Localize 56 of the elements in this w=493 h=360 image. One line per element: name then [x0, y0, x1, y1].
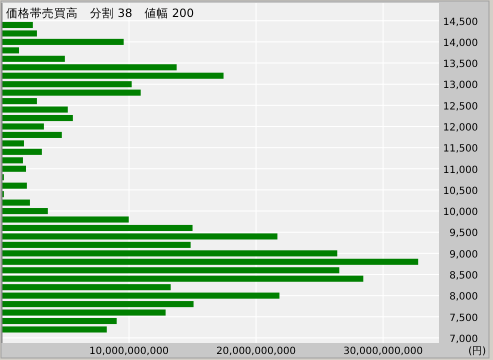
- bar: [2, 208, 48, 214]
- bar: [2, 123, 44, 130]
- bar: [2, 182, 27, 189]
- bar: [2, 200, 30, 206]
- y-tick-label: 12,000: [443, 122, 478, 134]
- bar: [2, 132, 62, 138]
- bar: [2, 242, 191, 248]
- bar: [2, 258, 418, 265]
- bar: [2, 276, 364, 282]
- bar: [2, 81, 132, 88]
- y-tick-label: 11,000: [443, 164, 478, 176]
- bar: [2, 310, 166, 316]
- bar: [2, 30, 37, 36]
- bar: [2, 233, 278, 240]
- bar: [2, 284, 171, 290]
- bar: [2, 47, 20, 54]
- bar: [2, 140, 24, 146]
- bar: [2, 64, 177, 70]
- bar: [2, 250, 338, 256]
- x-tick-label: 10,000,000,000: [89, 346, 169, 357]
- y-tick-label: 7,500: [449, 312, 478, 324]
- x-tick-label: 20,000,000,000: [216, 346, 296, 357]
- y-tick-label: 9,500: [449, 228, 478, 240]
- y-tick-label: 12,500: [443, 101, 478, 112]
- x-tick-label: 30,000,000,000: [343, 346, 423, 357]
- bar: [2, 166, 26, 172]
- y-tick-label: 10,500: [443, 186, 478, 197]
- y-tick-label: 8,500: [449, 270, 478, 282]
- bar: [2, 106, 68, 113]
- y-tick-label: 9,000: [449, 249, 478, 260]
- bar: [2, 98, 37, 104]
- y-tick-label: 8,000: [449, 292, 478, 303]
- y-tick-label: 7,000: [449, 334, 478, 345]
- bar: [2, 56, 65, 62]
- bar: [2, 38, 124, 45]
- bar: [2, 267, 340, 274]
- bar: [2, 72, 224, 79]
- bar: [2, 292, 280, 299]
- bar: [2, 318, 117, 324]
- bar: [2, 157, 23, 164]
- y-tick-label: 14,000: [443, 38, 478, 49]
- bar: [2, 301, 194, 308]
- bar: [2, 326, 107, 333]
- bar: [2, 22, 33, 28]
- chart-title: 価格帯売買高 分割 38 値幅 200: [6, 6, 194, 20]
- bar: [2, 114, 73, 122]
- bar: [2, 216, 129, 223]
- bar: [2, 90, 141, 96]
- bar: [2, 148, 42, 155]
- y-tick-label: 14,500: [443, 16, 478, 28]
- x-axis-title: (円): [468, 346, 486, 357]
- y-tick-label: 11,500: [443, 144, 478, 155]
- y-tick-label: 13,500: [443, 59, 478, 70]
- y-tick-label: 10,000: [443, 207, 478, 218]
- bar: [2, 224, 193, 232]
- y-tick-label: 13,000: [443, 80, 478, 92]
